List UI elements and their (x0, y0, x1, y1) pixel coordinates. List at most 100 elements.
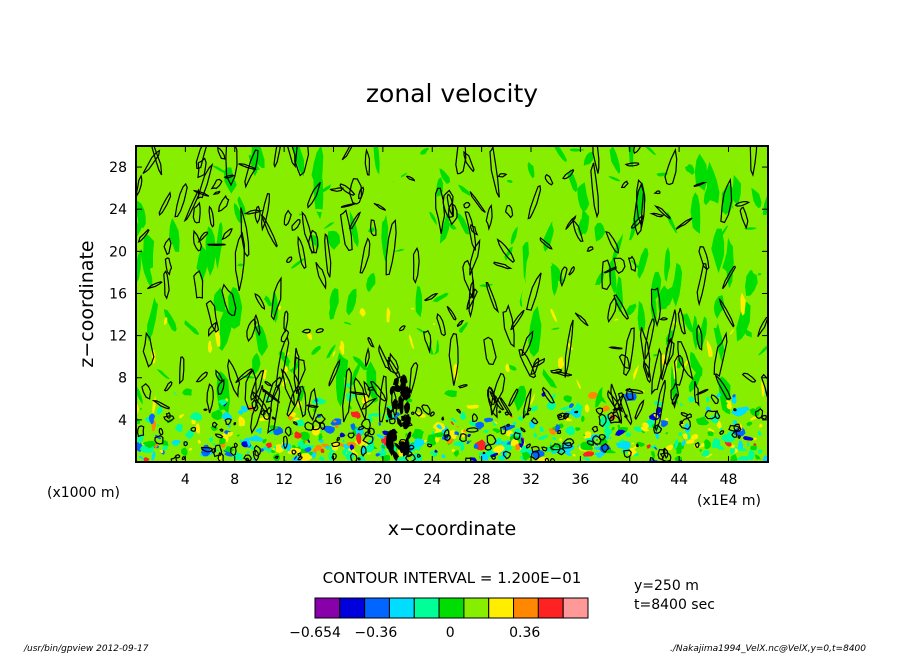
contour-line (490, 372, 506, 416)
field-patch (755, 406, 762, 410)
contour-line (493, 261, 513, 270)
colorbar-swatch (463, 597, 490, 619)
contour-line (297, 385, 307, 418)
contour-line (251, 398, 259, 412)
field-patch (757, 169, 766, 176)
contour-line (378, 375, 388, 423)
field-patch (732, 420, 736, 424)
contour-line (574, 410, 579, 414)
field-patch (197, 439, 201, 444)
field-patch (139, 407, 142, 410)
field-patch (456, 425, 459, 428)
contour-line (609, 414, 621, 424)
contour-line (651, 347, 662, 396)
contour-line (653, 205, 671, 220)
field-patch (479, 283, 493, 288)
contour-line (586, 246, 594, 252)
field-patch (164, 317, 168, 325)
contour-interval-label: CONTOUR INTERVAL = 1.200E−01 (323, 569, 582, 587)
field-patch (409, 334, 415, 349)
contour-line (206, 383, 214, 414)
field-patch (654, 172, 669, 177)
field-patch (706, 339, 713, 358)
field-patch (653, 446, 658, 450)
field-patch (480, 453, 489, 461)
contour-line (469, 223, 479, 236)
field-patch (704, 439, 711, 450)
field-patch (400, 415, 407, 422)
field-patch (428, 313, 438, 356)
field-patch (296, 399, 302, 409)
field-patch (336, 368, 345, 407)
field-patch (583, 434, 586, 437)
contour-line (297, 235, 307, 270)
field-patch (543, 221, 555, 252)
contour-line (556, 448, 566, 456)
contour-line (761, 414, 767, 420)
field-patch (189, 412, 203, 421)
field-patch (292, 146, 304, 177)
field-patch (474, 331, 484, 356)
field-patch (627, 146, 634, 169)
colorbar-swatch (537, 597, 564, 619)
contour-line (443, 428, 450, 438)
field-patch (732, 394, 736, 398)
field-patch (160, 440, 169, 446)
contour-line (212, 190, 221, 196)
contour-line (349, 391, 367, 396)
field-patch (223, 167, 237, 194)
field-patch (349, 210, 359, 248)
contour-line (339, 209, 353, 252)
field-patch (157, 406, 163, 415)
field-patch (720, 434, 735, 443)
contour-line (568, 265, 575, 276)
contour-line (292, 421, 298, 426)
contour-line (341, 367, 352, 423)
contour-line (696, 324, 703, 351)
field-patch (400, 443, 408, 449)
field-patch (420, 147, 429, 155)
contour-line (170, 455, 178, 462)
field-patch (429, 211, 437, 226)
field-patch (328, 451, 334, 462)
field-patch (731, 380, 740, 388)
field-patch (439, 212, 450, 244)
field-patch (463, 429, 467, 433)
field-patch (729, 329, 735, 335)
field-patch (394, 415, 398, 420)
field-patch (196, 245, 208, 283)
field-patch (677, 431, 683, 436)
field-patch (212, 442, 216, 446)
contour-line (525, 272, 542, 311)
field-patch (492, 445, 505, 455)
contour-line (294, 146, 310, 177)
contour-line (654, 379, 666, 432)
field-patch (483, 429, 489, 434)
contour-line (244, 369, 257, 410)
field-patch (162, 445, 168, 451)
contour-line (193, 189, 210, 197)
field-patch (730, 454, 738, 462)
contour-line (754, 407, 764, 420)
field-patch (156, 369, 170, 380)
field-patch (602, 405, 611, 412)
contour-line (280, 329, 290, 343)
field-patch (261, 261, 275, 287)
contour-line (195, 146, 208, 169)
contour-line (221, 228, 233, 241)
contour-line (434, 187, 446, 234)
field-patch (709, 414, 720, 424)
field-patch (315, 444, 323, 451)
contour-line (233, 442, 238, 449)
field-patch (398, 441, 405, 445)
field-patch (453, 449, 460, 458)
field-patch (603, 428, 613, 437)
field-patch (665, 432, 668, 435)
field-patch (706, 396, 710, 403)
field-patch (577, 218, 586, 236)
field-patch (515, 444, 520, 451)
contour-line (719, 430, 725, 435)
contour-line (586, 440, 595, 446)
field-patch (252, 352, 261, 375)
contour-line (562, 168, 575, 180)
